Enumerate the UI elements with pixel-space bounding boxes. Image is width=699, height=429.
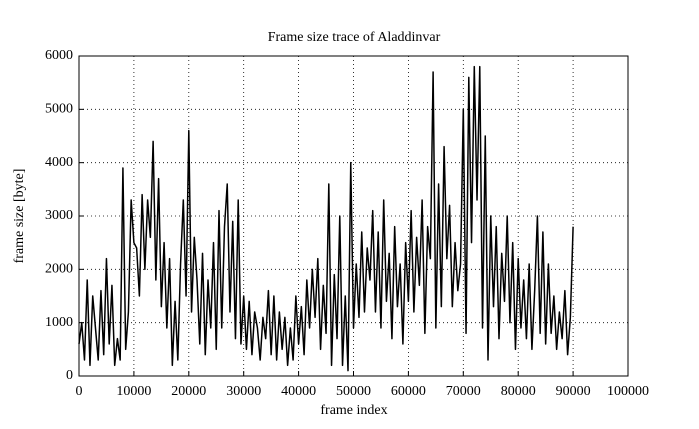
x-tick-label: 100000 xyxy=(607,384,649,399)
x-tick-label: 20000 xyxy=(171,384,206,399)
chart-title: Frame size trace of Aladdinvar xyxy=(268,30,441,45)
x-tick-label: 10000 xyxy=(116,384,151,399)
trace-line xyxy=(78,65,574,372)
x-axis-label: frame index xyxy=(320,403,387,418)
x-tick-label: 0 xyxy=(76,384,83,399)
x-tick-label: 80000 xyxy=(501,384,536,399)
y-axis-label: frame size [byte] xyxy=(12,169,27,264)
y-tick-label: 1000 xyxy=(45,315,73,330)
x-tick-label: 50000 xyxy=(336,384,371,399)
x-tick-label: 70000 xyxy=(446,384,481,399)
y-tick-label: 0 xyxy=(66,368,73,383)
y-tick-label: 5000 xyxy=(45,102,73,117)
y-tick-label: 6000 xyxy=(45,48,73,63)
x-tick-label: 60000 xyxy=(391,384,426,399)
x-tick-label: 90000 xyxy=(556,384,591,399)
y-tick-label: 4000 xyxy=(45,155,73,170)
x-tick-label: 40000 xyxy=(281,384,316,399)
y-tick-label: 2000 xyxy=(45,262,73,277)
y-tick-label: 3000 xyxy=(45,208,73,223)
x-tick-label: 30000 xyxy=(226,384,261,399)
